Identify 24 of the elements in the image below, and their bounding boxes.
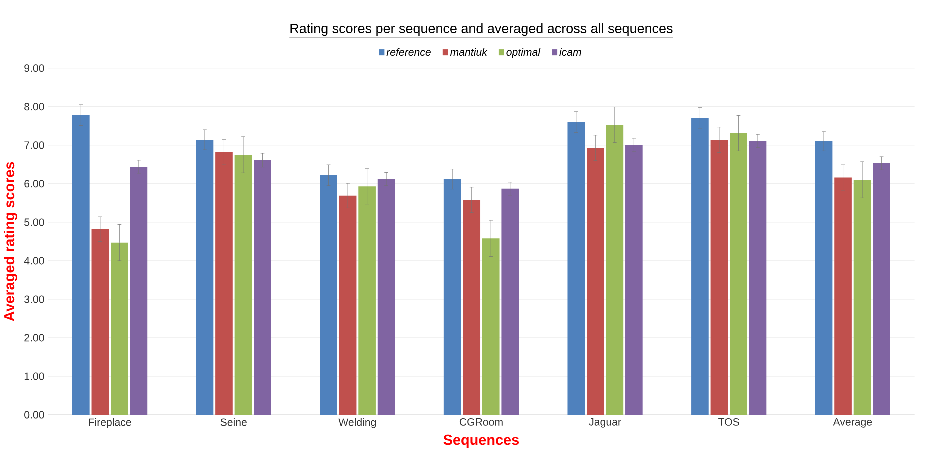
y-tick-label: 6.00 <box>24 180 44 188</box>
x-tick-label: Fireplace <box>89 418 132 428</box>
y-axis-title: Averaged rating scores <box>4 162 18 322</box>
y-tick-label: 4.00 <box>24 257 44 265</box>
x-tick-label: Seine <box>220 418 247 426</box>
y-tick-label: 8.00 <box>24 102 44 110</box>
x-tick-label: Average <box>833 418 872 428</box>
y-tick-label: 3.00 <box>24 296 44 304</box>
legend-label: optimal <box>506 48 541 58</box>
y-tick-label: 5.00 <box>24 218 44 226</box>
y-tick-label: 2.00 <box>24 334 44 342</box>
x-tick-label: TOS <box>718 418 740 426</box>
y-tick-label: 0.00 <box>24 411 44 419</box>
chart-title: Rating scores per sequence and averaged across all sequences <box>290 23 673 36</box>
y-tick-label: 1.00 <box>24 372 44 380</box>
legend-label: mantiuk <box>450 48 488 56</box>
x-axis-title: Sequences <box>444 434 520 448</box>
y-tick-label: 9.00 <box>24 64 44 72</box>
x-tick-label: CGRoom <box>460 418 503 426</box>
y-tick-label: 7.00 <box>24 141 44 149</box>
legend-label: icam <box>560 48 582 56</box>
x-tick-label: Welding <box>338 418 376 428</box>
x-tick-label: Jaguar <box>589 418 622 428</box>
legend-label: reference <box>386 48 431 56</box>
